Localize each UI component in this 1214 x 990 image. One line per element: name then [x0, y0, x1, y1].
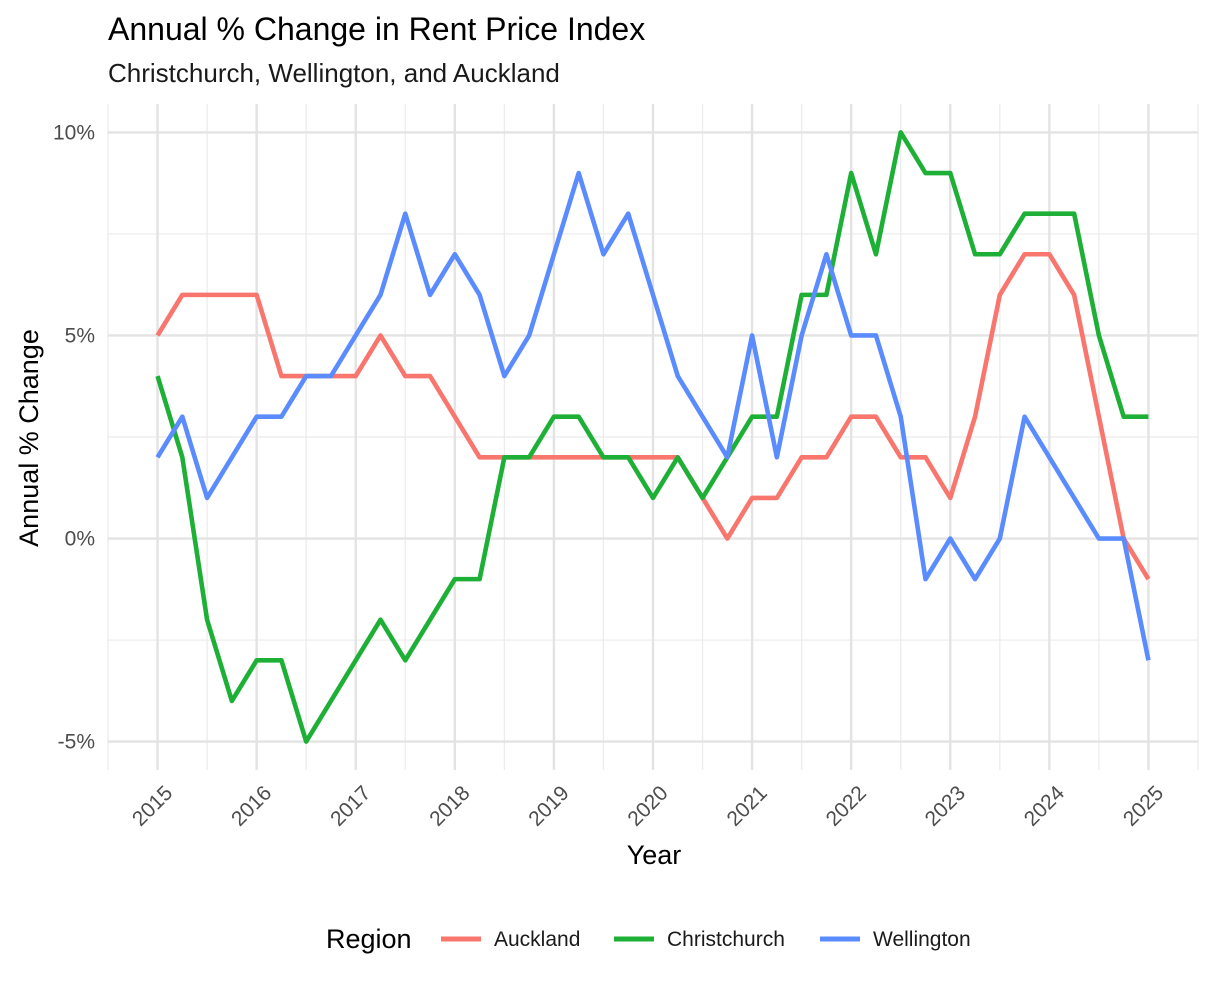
x-tick-label: 2022 — [822, 781, 871, 830]
x-axis-tick-labels: 2015 2016 2017 2018 2019 2020 2021 2022 2023 2024… — [128, 781, 1168, 831]
grid-lines — [107, 104, 1199, 770]
y-axis-title: Annual % Change — [14, 329, 44, 547]
x-tick-label: 2024 — [1020, 781, 1070, 831]
x-tick-label: 2023 — [921, 781, 970, 830]
x-tick-label: 2016 — [227, 781, 276, 830]
x-tick-label: 2018 — [425, 781, 474, 830]
x-tick-label: 2021 — [723, 781, 772, 830]
x-tick-label: 2019 — [524, 781, 573, 830]
legend-label-auckland: Auckland — [494, 928, 580, 951]
y-tick-label: 5% — [65, 324, 95, 347]
x-tick-label: 2015 — [128, 781, 177, 830]
y-tick-label: 0% — [65, 528, 95, 551]
series-line-wellington — [155, 170, 1151, 661]
legend-title: Region — [326, 924, 412, 954]
series-line-christchurch — [155, 130, 1149, 744]
y-tick-label: -5% — [58, 731, 95, 754]
x-tick-label: 2017 — [326, 781, 375, 830]
chart-title: Annual % Change in Rent Price Index — [108, 11, 645, 47]
legend-label-wellington: Wellington — [873, 928, 971, 951]
x-tick-label: 2020 — [623, 781, 672, 830]
chart-subtitle: Christchurch, Wellington, and Auckland — [108, 58, 560, 88]
data-lines — [155, 130, 1151, 744]
x-tick-label: 2025 — [1119, 781, 1168, 830]
legend-label-christchurch: Christchurch — [667, 928, 785, 951]
legend: Region Auckland Christchurch Wellington — [326, 924, 971, 954]
y-tick-label: 10% — [53, 121, 95, 144]
y-axis-tick-labels: -5% 0% 5% 10% — [53, 121, 95, 753]
x-axis-title: Year — [627, 840, 682, 870]
